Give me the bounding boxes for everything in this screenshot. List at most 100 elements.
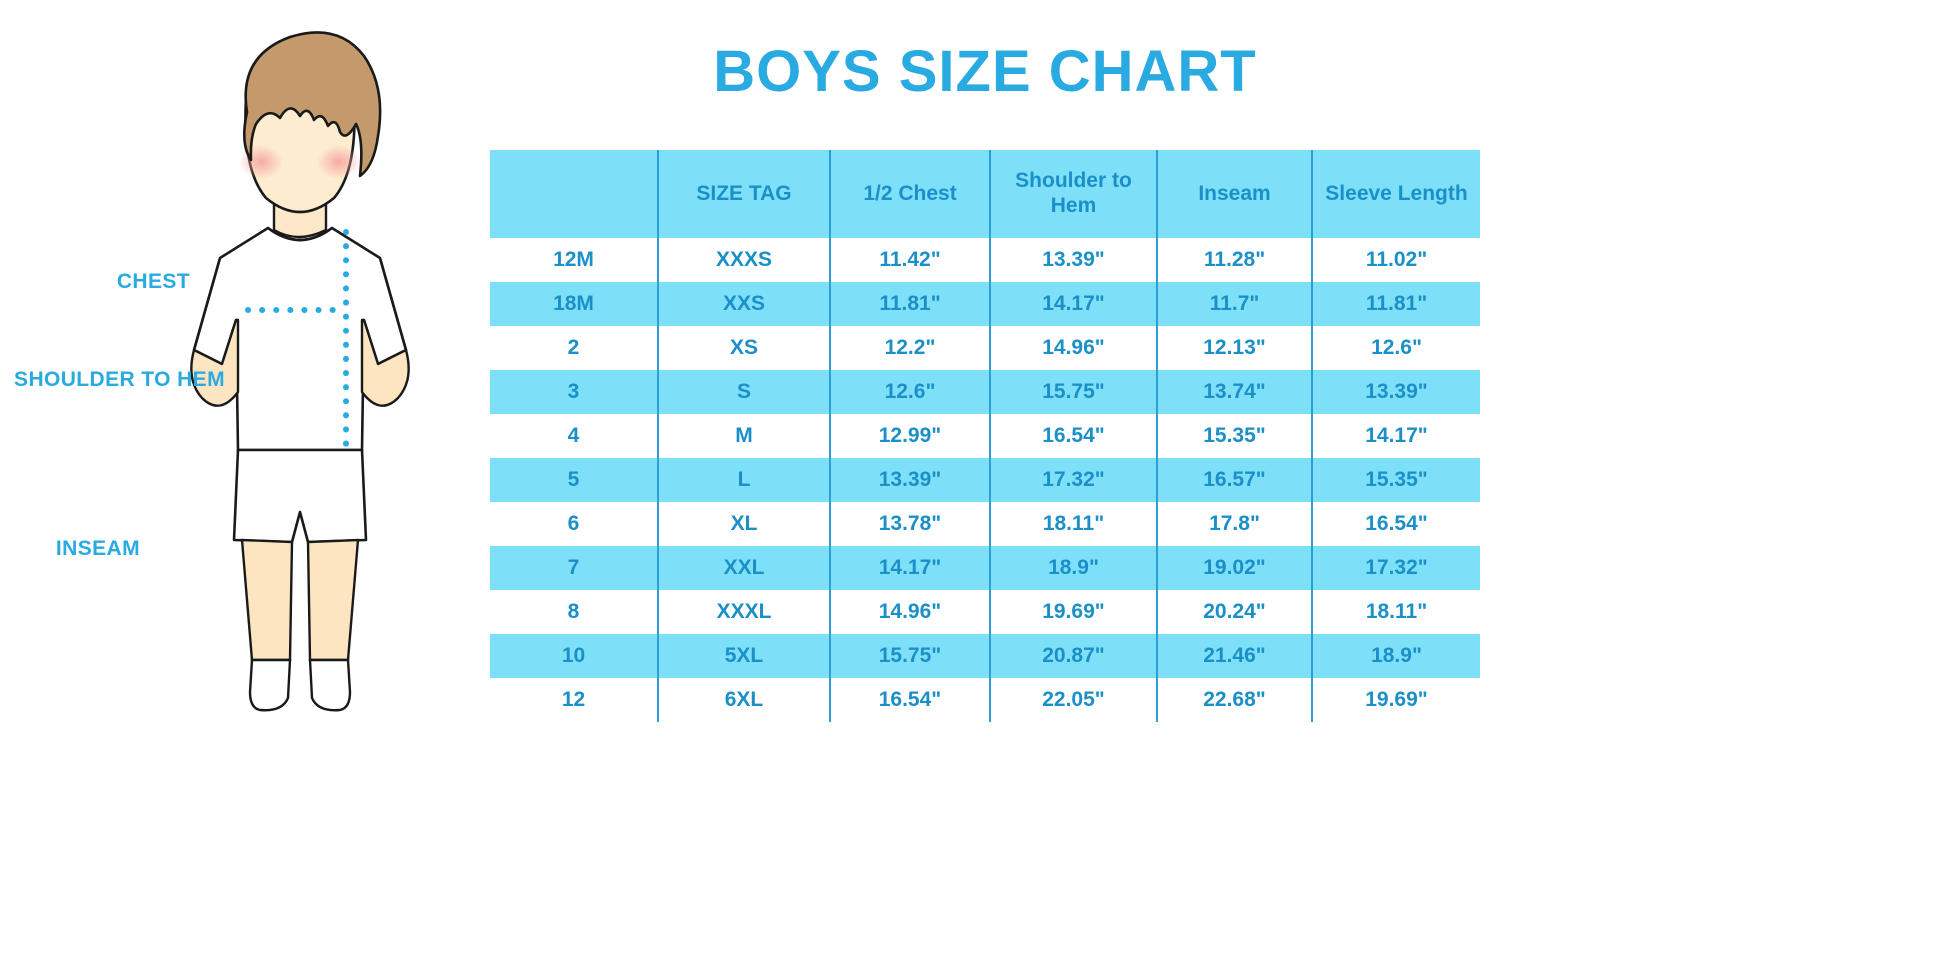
cell-size: 5 [490,458,658,502]
column-header-sleeve-length: Sleeve Length [1311,150,1480,238]
table-body: 12M XXXS 11.42" 13.39" 11.28" 11.02" 18M XXS 11.… [490,238,1480,722]
table-row: 7 XXL 14.17" 18.9" 19.02" 17.32" [490,546,1480,590]
table-row: 4 M 12.99" 16.54" 15.35" 14.17" [490,414,1480,458]
cell-size-tag: XXS [657,282,830,326]
cell-size: 2 [490,326,658,370]
hair-shape [242,31,382,178]
cell-inseam: 21.46" [1156,634,1312,678]
tshirt-shape [192,226,408,452]
cell-sleeve-length: 14.17" [1311,414,1480,458]
cell-size-tag: XXXL [657,590,830,634]
table-row: 3 S 12.6" 15.75" 13.74" 13.39" [490,370,1480,414]
cell-shoulder-to-hem: 18.9" [989,546,1157,590]
cell-inseam: 15.35" [1156,414,1312,458]
table-row: 12 6XL 16.54" 22.05" 22.68" 19.69" [490,678,1480,722]
cheek-right [317,145,361,179]
cell-size: 8 [490,590,658,634]
cell-size: 4 [490,414,658,458]
cell-shoulder-to-hem: 14.96" [989,326,1157,370]
cell-inseam: 16.57" [1156,458,1312,502]
table-row: 2 XS 12.2" 14.96" 12.13" 12.6" [490,326,1480,370]
cell-inseam: 11.28" [1156,238,1312,282]
cell-inseam: 19.02" [1156,546,1312,590]
cell-shoulder-to-hem: 22.05" [989,678,1157,722]
cell-sleeve-length: 11.02" [1311,238,1480,282]
size-chart-table: SIZE TAG 1/2 Chest Shoulder to Hem Insea… [490,150,1480,722]
cell-size: 10 [490,634,658,678]
cell-shoulder-to-hem: 20.87" [989,634,1157,678]
cell-half-chest: 14.96" [829,590,990,634]
cell-sleeve-length: 17.32" [1311,546,1480,590]
legs-shape [240,538,360,662]
cell-half-chest: 15.75" [829,634,990,678]
table-header: SIZE TAG 1/2 Chest Shoulder to Hem Insea… [490,150,1480,238]
cell-sleeve-length: 18.9" [1311,634,1480,678]
cell-sleeve-length: 18.11" [1311,590,1480,634]
table-row: 6 XL 13.78" 18.11" 17.8" 16.54" [490,502,1480,546]
cell-inseam: 17.8" [1156,502,1312,546]
cell-shoulder-to-hem: 17.32" [989,458,1157,502]
measure-guide-inseam [150,467,159,703]
size-chart-table-wrapper: SIZE TAG 1/2 Chest Shoulder to Hem Insea… [490,150,1480,722]
cell-size-tag: XS [657,326,830,370]
table-row: 10 5XL 15.75" 20.87" 21.46" 18.9" [490,634,1480,678]
cell-inseam: 22.68" [1156,678,1312,722]
illustration-panel: CHEST SHOULDER TO HEM INSEAM [0,0,470,973]
shorts-shape [232,448,368,544]
cell-inseam: 20.24" [1156,590,1312,634]
cell-size-tag: XL [657,502,830,546]
cell-size: 3 [490,370,658,414]
cell-sleeve-length: 13.39" [1311,370,1480,414]
cell-size: 7 [490,546,658,590]
cell-size-tag: XXXS [657,238,830,282]
page-title: BOYS SIZE CHART [713,39,1257,104]
cell-sleeve-length: 11.81" [1311,282,1480,326]
column-header-half-chest: 1/2 Chest [829,150,990,238]
cell-shoulder-to-hem: 18.11" [989,502,1157,546]
cell-size-tag: 5XL [657,634,830,678]
cell-size: 18M [490,282,658,326]
table-row: 12M XXXS 11.42" 13.39" 11.28" 11.02" [490,238,1480,282]
arms-shape [190,257,410,407]
measure-label-chest: CHEST [116,270,190,293]
cell-size-tag: XXL [657,546,830,590]
cell-half-chest: 11.42" [829,238,990,282]
cell-shoulder-to-hem: 13.39" [989,238,1157,282]
cell-sleeve-length: 12.6" [1311,326,1480,370]
cell-shoulder-to-hem: 19.69" [989,590,1157,634]
cell-size: 6 [490,502,658,546]
cell-shoulder-to-hem: 14.17" [989,282,1157,326]
cell-size: 12 [490,678,658,722]
cell-half-chest: 12.99" [829,414,990,458]
table-header-row: SIZE TAG 1/2 Chest Shoulder to Hem Insea… [490,150,1480,238]
cell-half-chest: 12.6" [829,370,990,414]
cell-half-chest: 14.17" [829,546,990,590]
cell-size: 12M [490,238,658,282]
measure-label-inseam: INSEAM [55,537,140,560]
socks-shoes-shape [248,658,352,712]
boy-figure-illustration [150,31,410,712]
cell-inseam: 13.74" [1156,370,1312,414]
measure-label-shoulder-to-hem: SHOULDER TO HEM [14,368,225,391]
cell-half-chest: 12.2" [829,326,990,370]
cell-size-tag: S [657,370,830,414]
cell-shoulder-to-hem: 16.54" [989,414,1157,458]
cell-size-tag: L [657,458,830,502]
cell-half-chest: 16.54" [829,678,990,722]
cell-inseam: 11.7" [1156,282,1312,326]
cell-size-tag: M [657,414,830,458]
cell-sleeve-length: 15.35" [1311,458,1480,502]
column-header-size-tag: SIZE TAG [657,150,830,238]
cell-shoulder-to-hem: 15.75" [989,370,1157,414]
table-row: 18M XXS 11.81" 14.17" 11.7" 11.81" [490,282,1480,326]
cell-sleeve-length: 19.69" [1311,678,1480,722]
cell-sleeve-length: 16.54" [1311,502,1480,546]
cell-half-chest: 13.78" [829,502,990,546]
column-header-size [490,150,658,238]
cell-inseam: 12.13" [1156,326,1312,370]
table-row: 5 L 13.39" 17.32" 16.57" 15.35" [490,458,1480,502]
cell-half-chest: 11.81" [829,282,990,326]
column-header-inseam: Inseam [1156,150,1312,238]
cell-half-chest: 13.39" [829,458,990,502]
